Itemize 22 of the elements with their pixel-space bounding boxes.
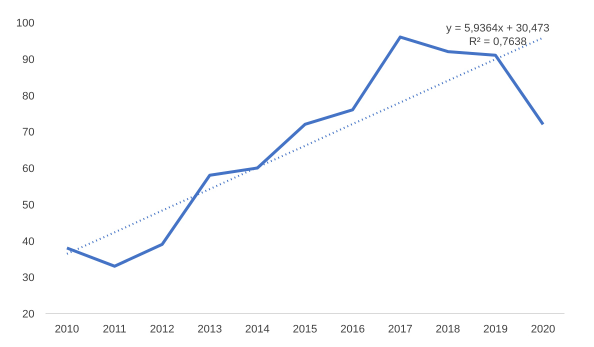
- x-tick-label: 2018: [436, 324, 460, 336]
- x-tick-label: 2015: [292, 324, 318, 336]
- y-tick-label: 30: [22, 272, 35, 284]
- y-tick-label: 100: [16, 18, 35, 30]
- x-tick-label: 2011: [102, 324, 126, 336]
- y-tick-label: 20: [22, 308, 35, 320]
- x-tick-label: 2010: [54, 324, 80, 336]
- x-tick-label: 2014: [245, 324, 270, 336]
- y-tick-label: 50: [22, 199, 35, 212]
- y-tick-label: 60: [22, 163, 35, 175]
- annotation: y = 5,9364x + 30,473: [446, 22, 550, 34]
- x-tick-label: 2020: [530, 324, 556, 336]
- x-tick-label: 2019: [483, 324, 508, 336]
- y-tick-label: 40: [22, 236, 35, 248]
- y-tick-label: 90: [22, 54, 35, 66]
- x-tick-label: 2016: [340, 324, 365, 336]
- annotation: R² = 0,7638: [468, 36, 527, 48]
- x-tick-label: 2012: [150, 324, 174, 336]
- y-tick-label: 80: [22, 90, 35, 102]
- x-tick-label: 2013: [198, 324, 222, 336]
- y-tick-label: 70: [22, 126, 35, 139]
- x-tick-label: 2017: [388, 324, 412, 336]
